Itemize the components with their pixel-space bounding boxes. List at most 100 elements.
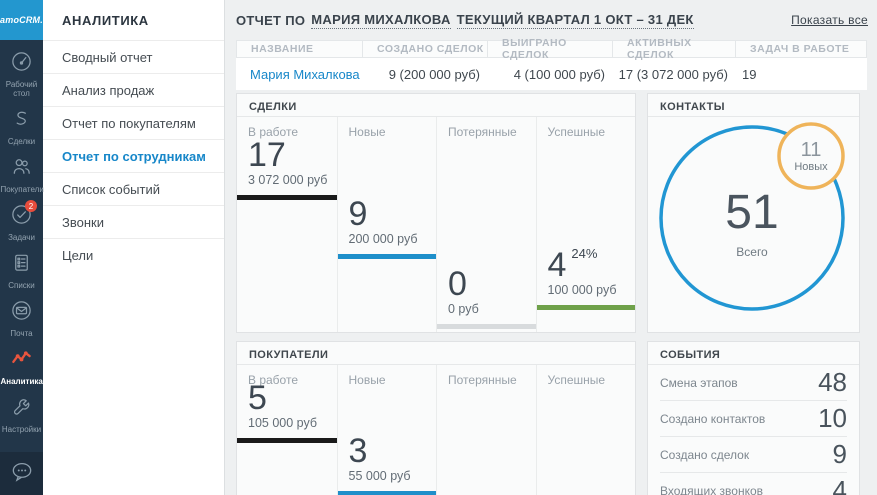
- deals-stat-lost[interactable]: 0 0 руб: [437, 266, 536, 329]
- deals-count: 4 24%: [537, 236, 636, 283]
- customers-col-in-progress: В работе 5 105 000 руб: [237, 365, 337, 495]
- tasks-in-work-value: 19: [742, 66, 757, 82]
- report-content: ОТЧЕТ ПО МАРИЯ МИХАЛКОВА ТЕКУЩИЙ КВАРТАЛ…: [225, 0, 877, 495]
- deals-col-label: Новые: [348, 125, 386, 139]
- deals-stat-new[interactable]: 9 200 000 руб: [337, 195, 436, 259]
- deals-col-label: В работе: [248, 125, 299, 139]
- deals-funnel: В работе 17 3 072 000 руб Новые 9 200 00…: [237, 117, 635, 332]
- events-panel: СОБЫТИЯ Смена этапов 48 Создано контакто…: [647, 341, 860, 495]
- deals-count: 17: [248, 136, 286, 174]
- sidebar-item-lists[interactable]: Списки: [0, 246, 43, 294]
- created-deals-value: 9 (200 000 руб): [388, 66, 480, 82]
- customers-col-label: В работе: [248, 373, 299, 387]
- contacts-circles-graphic: [659, 122, 845, 311]
- customers-bar: [237, 438, 337, 443]
- column-header-tasks: ЗАДАЧ В РАБОТЕ: [735, 41, 866, 57]
- deals-col-label: Успешные: [547, 125, 606, 139]
- period-filter-dropdown[interactable]: ТЕКУЩИЙ КВАРТАЛ 1 ОКТ – 31 ДЕК: [456, 11, 694, 29]
- customers-count: 5: [248, 379, 267, 417]
- sidebar-item-desktop[interactable]: Рабочий стол: [0, 45, 43, 102]
- deals-count: 9: [348, 195, 368, 233]
- deals-bar: [437, 324, 536, 329]
- column-header-active-deals: АКТИВНЫХ СДЕЛОК: [612, 37, 735, 61]
- event-row-incoming-calls: Входящих звонков 4: [660, 473, 847, 495]
- menu-item-staff-report[interactable]: Отчет по сотрудникам: [43, 139, 224, 172]
- deals-stat-in-progress[interactable]: 17 3 072 000 руб: [237, 137, 337, 200]
- sidebar-item-deals[interactable]: Сделки: [0, 102, 43, 150]
- deals-count-number: 4: [547, 246, 567, 284]
- customers-stat-new[interactable]: 3 55 000 руб: [337, 432, 436, 495]
- customers-stat-in-progress[interactable]: 5 105 000 руб: [237, 380, 337, 443]
- support-chat-button[interactable]: [0, 452, 43, 495]
- sidebar-item-label: Аналитика: [0, 377, 43, 386]
- sidebar-item-tasks[interactable]: 2 Задачи: [0, 198, 43, 246]
- customers-col-won: Успешные: [535, 365, 636, 495]
- menu-item-sales-analysis[interactable]: Анализ продаж: [43, 73, 224, 106]
- deals-won-percent: 24%: [571, 246, 598, 261]
- wrench-icon: [10, 395, 33, 423]
- events-list: Смена этапов 48 Создано контактов 10 Соз…: [648, 365, 859, 495]
- deals-count: 0: [448, 265, 467, 303]
- report-header: ОТЧЕТ ПО МАРИЯ МИХАЛКОВА ТЕКУЩИЙ КВАРТАЛ…: [236, 0, 868, 40]
- deals-panel-title: СДЕЛКИ: [237, 94, 635, 117]
- deals-col-label: Потерянные: [448, 125, 517, 139]
- menu-item-customers-report[interactable]: Отчет по покупателям: [43, 106, 224, 139]
- active-deals-value: 17 (3 072 000 руб): [618, 66, 728, 82]
- deals-s-icon: [10, 107, 33, 135]
- panels-row-1: СДЕЛКИ В работе 17 3 072 000 руб Новые: [236, 93, 868, 333]
- event-value: 9: [832, 439, 847, 469]
- customers-col-label: Новые: [348, 373, 386, 387]
- sidebar-item-mail[interactable]: Почта: [0, 294, 43, 342]
- event-value: 48: [818, 367, 847, 397]
- table-header: НАЗВАНИЕ СОЗДАНО СДЕЛОК ВЫИГРАНО СДЕЛОК …: [236, 37, 867, 61]
- customers-col-new: Новые 3 55 000 руб: [336, 365, 436, 495]
- customers-count: 3: [348, 432, 368, 470]
- envelope-icon: [10, 299, 33, 327]
- sidebar-item-label: Покупатели: [0, 185, 44, 194]
- contacts-panel-title: КОНТАКТЫ: [648, 94, 859, 117]
- sidebar-item-settings[interactable]: Настройки: [0, 390, 43, 438]
- customers-col-label: Успешные: [547, 373, 606, 387]
- sidebar-item-label: Задачи: [8, 233, 35, 242]
- column-header-name: НАЗВАНИЕ: [251, 43, 314, 55]
- deals-bar: [536, 305, 635, 310]
- event-label: Входящих звонков: [660, 483, 764, 495]
- employee-link[interactable]: Мария Михалкова: [250, 66, 360, 82]
- customers-funnel: В работе 5 105 000 руб Новые 3 55 000 ру…: [237, 365, 635, 495]
- deals-amount: 3 072 000 руб: [248, 173, 328, 187]
- clipboard-list-icon: [10, 251, 33, 279]
- chat-bubble-icon: [9, 458, 35, 489]
- contacts-total-count: 51: [725, 186, 779, 239]
- event-row-stage-change: Смена этапов 48: [660, 365, 847, 401]
- sidebar-item-label: Сделки: [7, 137, 36, 146]
- deals-col-in-progress: В работе 17 3 072 000 руб: [237, 117, 337, 332]
- deals-stat-won[interactable]: 4 24% 100 000 руб: [536, 236, 636, 310]
- amocrm-logo[interactable]: amoCRM.: [0, 0, 43, 40]
- main-nav: Рабочий стол Сделки Покупатели 2 Зад: [0, 40, 44, 452]
- deals-amount: 200 000 руб: [348, 232, 418, 246]
- customers-amount: 105 000 руб: [248, 416, 318, 430]
- check-circle-icon: [10, 203, 33, 231]
- customers-bar: [337, 491, 436, 495]
- table-row: Мария Михалкова 9 (200 000 руб) 4 (100 0…: [236, 58, 867, 90]
- menu-item-events-list[interactable]: Список событий: [43, 172, 224, 205]
- customers-col-lost: Потерянные: [436, 365, 536, 495]
- sidebar-item-label: Настройки: [1, 425, 42, 434]
- contacts-donut-chart: 11 Новых 51 Всего: [648, 117, 859, 332]
- deals-col-won: Успешные 4 24% 100 000 руб: [535, 117, 636, 332]
- user-filter-dropdown[interactable]: МАРИЯ МИХАЛКОВА: [311, 11, 451, 29]
- menu-item-goals[interactable]: Цели: [43, 238, 224, 271]
- deals-panel: СДЕЛКИ В работе 17 3 072 000 руб Новые: [236, 93, 636, 333]
- sidebar-item-analytics[interactable]: Аналитика: [0, 342, 43, 390]
- show-all-link[interactable]: Показать все: [791, 13, 868, 27]
- contacts-panel: КОНТАКТЫ 11 Новых 51 Всего: [647, 93, 860, 333]
- sidebar-item-customers[interactable]: Покупатели: [0, 150, 44, 198]
- menu-item-summary-report[interactable]: Сводный отчет: [43, 40, 224, 73]
- sidebar-item-label: Почта: [10, 329, 33, 338]
- analytics-chart-icon: [10, 347, 33, 375]
- tasks-badge: 2: [25, 200, 37, 212]
- menu-item-calls[interactable]: Звонки: [43, 205, 224, 238]
- event-label: Создано сделок: [660, 447, 750, 462]
- deals-col-new: Новые 9 200 000 руб: [336, 117, 436, 332]
